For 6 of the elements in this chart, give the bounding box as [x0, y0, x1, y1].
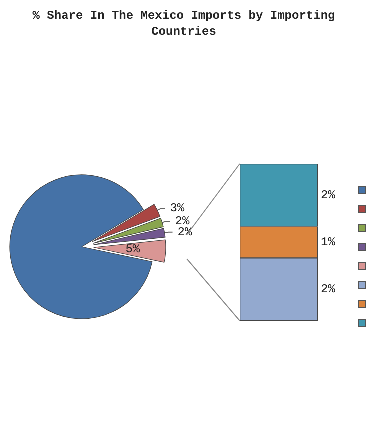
data-label: 2% — [321, 188, 336, 202]
data-label: 3% — [170, 202, 186, 216]
data-label: 1% — [321, 236, 336, 250]
data-label: 2% — [321, 282, 336, 297]
data-label: 5% — [126, 242, 141, 257]
chart-title: % Share In The Mexico Imports by Importing Countries — [32, 8, 336, 40]
